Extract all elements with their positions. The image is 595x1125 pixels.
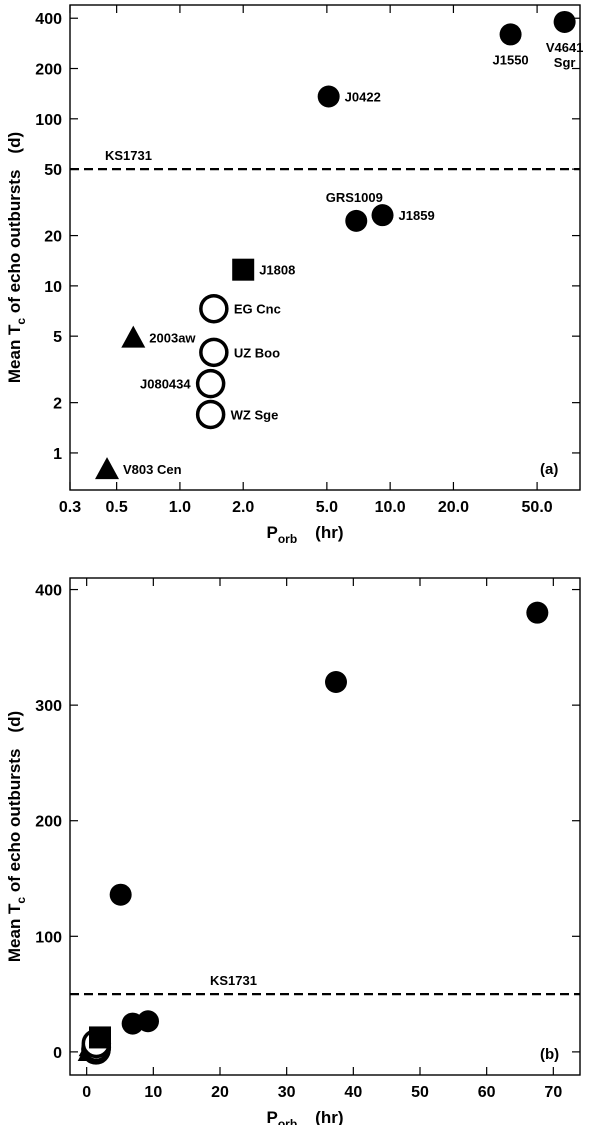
y-tick-label: 0 (53, 1045, 62, 1062)
y-tick-label: 1 (53, 446, 62, 463)
point-label: J1550 (493, 52, 529, 67)
point-label: V803 Cen (123, 462, 182, 477)
y-tick-label: 10 (44, 279, 62, 296)
square-point (89, 1026, 111, 1049)
x-tick-label: 60 (478, 1084, 496, 1101)
y-tick-label: 2 (53, 396, 62, 413)
x-axis-title-subscript: orb (278, 532, 297, 546)
point-label: WZ Sge (231, 407, 279, 422)
panel-b: 0 10 20 30 40 50 60 70 0 100 200 300 400 KS1731 (b) Por… (5, 577, 581, 1125)
triangle-point (121, 325, 146, 348)
filled-circle-point (499, 23, 522, 46)
point-label: J1859 (399, 208, 435, 223)
x-tick-label: 10 (144, 1084, 162, 1101)
filled-circle-point (345, 209, 368, 232)
y-axis-title-rest: of echo outbursts (5, 749, 24, 897)
y-tick-label: 100 (35, 112, 62, 129)
point-label: J080434 (140, 377, 191, 392)
reference-line-label: KS1731 (210, 973, 257, 988)
y-axis-title: Mean Tc of echo outbursts (d) (5, 711, 28, 962)
x-tick-label: 70 (544, 1084, 562, 1101)
x-axis-title-unit: (hr) (315, 1108, 343, 1125)
x-tick-label: 20.0 (438, 499, 469, 516)
filled-circle-point (137, 1010, 159, 1033)
x-tick-label: 50.0 (522, 499, 553, 516)
x-tick-label: 50 (411, 1084, 429, 1101)
x-tick-label: 40 (344, 1084, 362, 1101)
point-label: J0422 (345, 90, 381, 105)
point-label: J1808 (259, 263, 295, 278)
x-tick-label: 0.5 (106, 499, 128, 516)
plot-frame (69, 577, 581, 1076)
y-tick-label: 200 (35, 62, 62, 79)
y-tick-label: 400 (35, 583, 62, 600)
x-tick-label: 0 (82, 1084, 91, 1101)
point-label: UZ Boo (234, 345, 280, 360)
open-circle-point (195, 368, 226, 399)
y-tick-label: 20 (44, 229, 62, 246)
x-axis-title: Porb (hr) (266, 523, 343, 546)
y-axis-title-main: Mean T (5, 903, 24, 962)
x-axis-title-subscript: orb (278, 1117, 297, 1125)
x-tick-label: 0.3 (59, 499, 81, 516)
x-tick-label: 2.0 (232, 499, 254, 516)
x-axis-title-main: P (266, 523, 277, 542)
panel-a: 0.3 0.5 1.0 2.0 5.0 10.0 20.0 50.0 1 2 5 10 20 50 100 2… (5, 4, 584, 546)
reference-line-label: KS1731 (105, 148, 152, 163)
y-axis-title-subscript: c (14, 897, 28, 904)
x-axis-title-unit: (hr) (315, 523, 343, 542)
y-axis-title-main: Mean T (5, 324, 24, 383)
x-axis-title: Porb (hr) (266, 1108, 343, 1125)
filled-circle-point (109, 883, 132, 906)
x-tick-label: 1.0 (169, 499, 191, 516)
filled-circle-point (553, 10, 576, 33)
plot-frame (69, 4, 581, 491)
open-circle-point (199, 293, 229, 324)
filled-circle-point (325, 671, 347, 694)
x-axis-title-main: P (266, 1108, 277, 1125)
y-axis-title-unit: (d) (5, 132, 24, 154)
y-axis-title-subscript: c (14, 318, 28, 325)
y-tick-label: 50 (44, 162, 62, 179)
point-label: 2003aw (149, 331, 196, 346)
filled-circle-point (526, 601, 549, 624)
y-tick-label: 5 (53, 329, 62, 346)
square-point (232, 258, 255, 281)
panel-label: (b) (540, 1046, 559, 1063)
y-tick-label: 200 (35, 814, 62, 831)
y-tick-label: 100 (35, 929, 62, 946)
open-circle-point (199, 337, 229, 368)
filled-circle-point (317, 85, 340, 108)
filled-circle-point (371, 204, 394, 227)
y-tick-label: 300 (35, 698, 62, 715)
point-label: EG Cnc (234, 302, 281, 317)
y-axis-title-unit: (d) (5, 711, 24, 733)
triangle-point (95, 457, 120, 480)
x-tick-label: 30 (278, 1084, 296, 1101)
x-tick-label: 10.0 (375, 499, 406, 516)
y-axis-title-rest: of echo outbursts (5, 170, 24, 318)
x-tick-label: 20 (211, 1084, 229, 1101)
panel-label: (a) (540, 461, 558, 478)
point-label: GRS1009 (326, 190, 383, 205)
y-tick-label: 400 (35, 11, 62, 28)
y-axis-title: Mean Tc of echo outbursts (d) (5, 132, 28, 383)
x-tick-label: 5.0 (316, 499, 338, 516)
point-label: V4641 Sgr (546, 40, 584, 70)
open-circle-point (195, 399, 226, 430)
